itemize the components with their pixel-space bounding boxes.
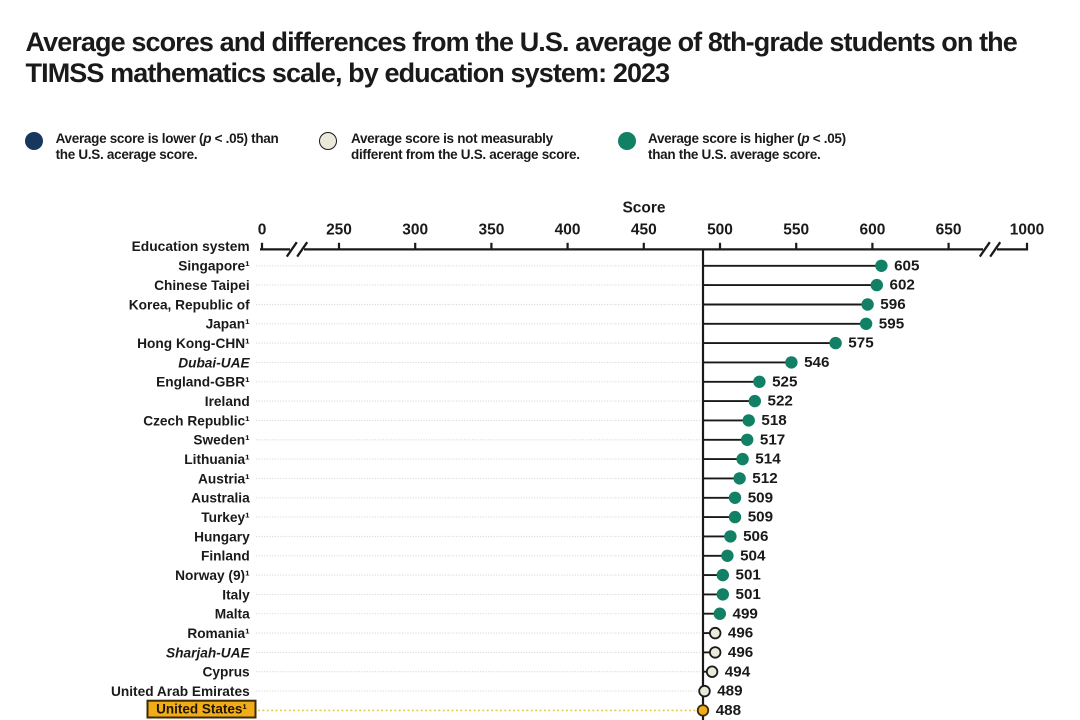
svg-text:Australia: Australia [191,491,250,506]
svg-text:United Arab Emirates: United Arab Emirates [111,684,250,699]
svg-text:596: 596 [880,296,905,313]
svg-text:England-GBR¹: England-GBR¹ [156,375,250,390]
svg-text:575: 575 [848,335,874,352]
svg-text:Chinese Taipei: Chinese Taipei [154,278,250,293]
svg-text:509: 509 [748,489,773,506]
svg-text:Japan¹: Japan¹ [206,317,251,332]
svg-text:546: 546 [804,354,829,371]
svg-text:Cyprus: Cyprus [203,665,251,680]
svg-text:Norway (9)¹: Norway (9)¹ [175,568,250,583]
svg-text:525: 525 [772,373,798,390]
svg-text:509: 509 [748,509,773,526]
svg-text:Korea, Republic of: Korea, Republic of [129,297,250,312]
svg-text:504: 504 [740,547,766,564]
svg-text:500: 500 [707,222,733,239]
svg-text:512: 512 [752,470,777,487]
svg-text:522: 522 [768,393,793,410]
svg-text:Hong Kong-CHN¹: Hong Kong-CHN¹ [137,336,250,351]
svg-text:650: 650 [936,222,962,239]
svg-text:Finland: Finland [201,549,250,564]
svg-text:Score: Score [622,200,665,217]
svg-text:Singapore¹: Singapore¹ [178,259,250,274]
svg-text:300: 300 [402,222,428,239]
svg-text:550: 550 [783,222,809,239]
svg-text:1000: 1000 [1010,222,1044,239]
svg-text:Romania¹: Romania¹ [187,626,250,641]
svg-text:Turkey¹: Turkey¹ [201,510,250,525]
svg-text:518: 518 [761,412,786,429]
svg-text:Austria¹: Austria¹ [198,471,250,486]
svg-text:Malta: Malta [215,607,250,622]
svg-text:Education system: Education system [132,239,250,254]
svg-text:488: 488 [716,702,741,719]
svg-text:250: 250 [326,222,352,239]
svg-text:Italy: Italy [222,587,250,602]
svg-text:506: 506 [743,528,768,545]
svg-text:496: 496 [728,625,753,642]
svg-text:501: 501 [736,586,762,603]
svg-text:489: 489 [717,683,742,700]
svg-text:517: 517 [760,431,785,448]
svg-text:494: 494 [725,663,751,680]
svg-text:0: 0 [258,222,267,239]
svg-text:Czech Republic¹: Czech Republic¹ [143,413,250,428]
svg-text:Dubai-UAE: Dubai-UAE [178,355,250,370]
svg-text:Sweden¹: Sweden¹ [193,433,250,448]
svg-text:350: 350 [478,222,504,239]
svg-text:United States¹: United States¹ [156,702,247,717]
svg-text:Hungary: Hungary [194,529,250,544]
svg-text:501: 501 [736,567,762,584]
svg-text:400: 400 [555,222,581,239]
svg-text:Sharjah-UAE: Sharjah-UAE [166,645,251,660]
svg-text:514: 514 [755,451,781,468]
svg-text:Lithuania¹: Lithuania¹ [184,452,250,467]
svg-text:450: 450 [631,222,657,239]
svg-text:602: 602 [890,277,915,294]
svg-text:600: 600 [859,222,885,239]
svg-text:499: 499 [733,605,758,622]
svg-text:496: 496 [728,644,753,661]
svg-text:Ireland: Ireland [205,394,250,409]
svg-text:605: 605 [894,257,920,274]
svg-text:595: 595 [879,315,905,332]
